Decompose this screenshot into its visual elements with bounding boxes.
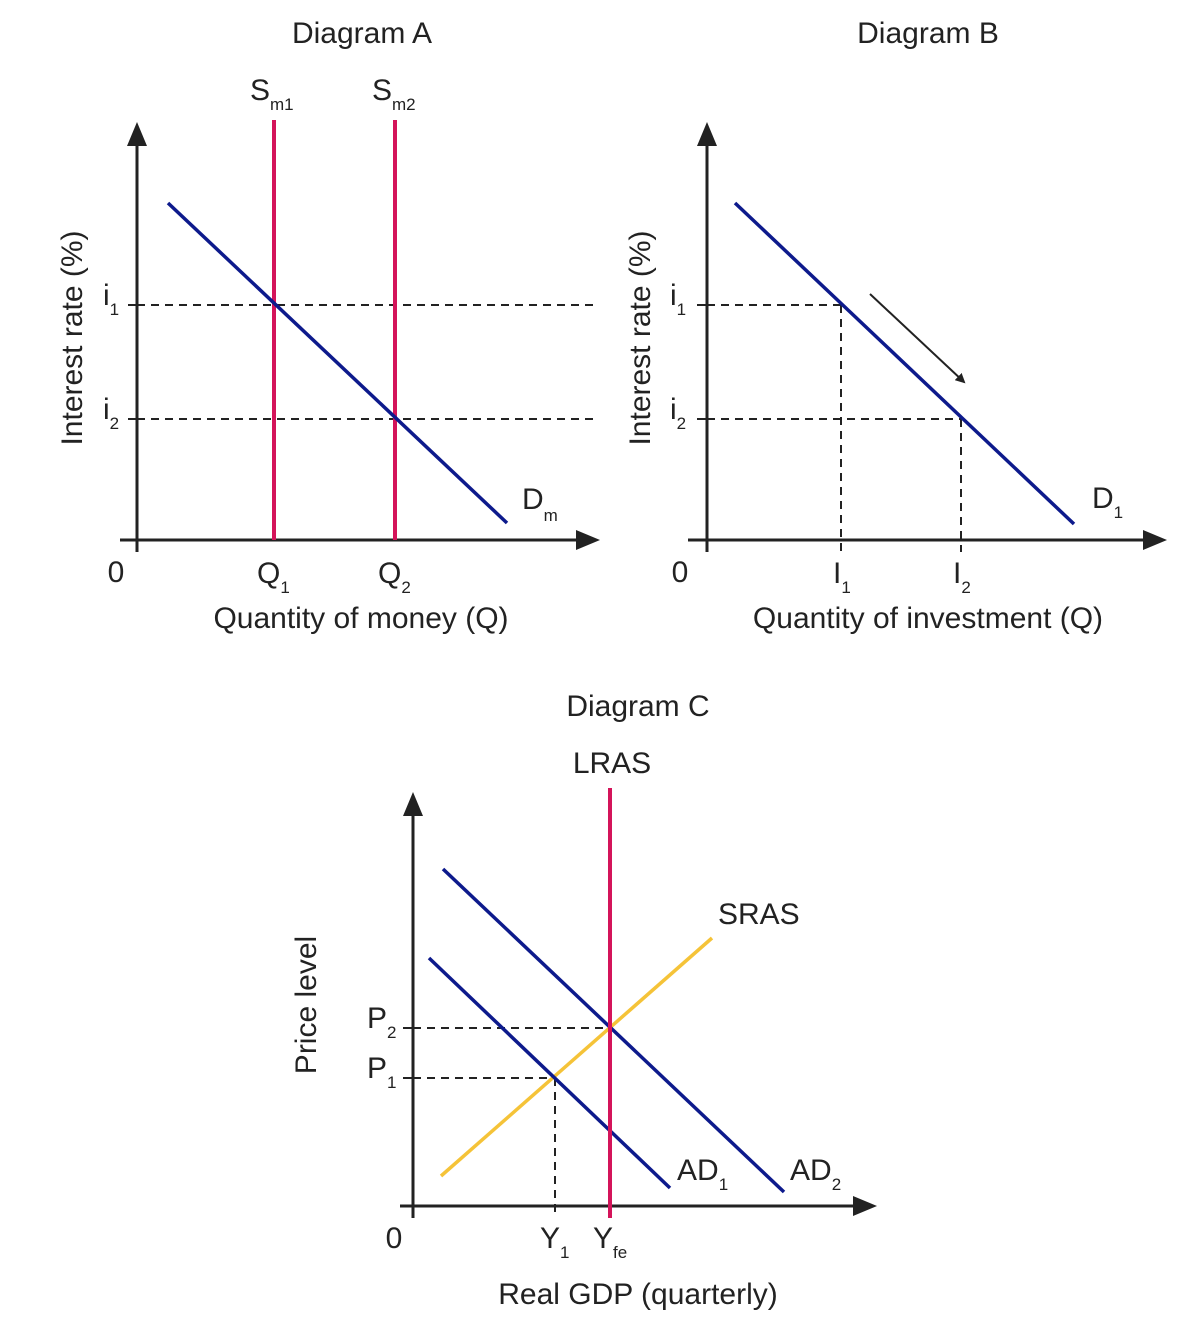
diagram-c-title: Diagram C — [566, 690, 709, 723]
ad1-label: AD1 — [677, 1154, 728, 1194]
ad2-curve — [441, 867, 786, 1194]
lras-label: LRAS — [573, 747, 651, 780]
diagram-c-p2-label: P2 — [367, 1002, 396, 1042]
ad1-curve — [427, 956, 672, 1190]
d1-curve — [733, 201, 1076, 526]
diagram-c-y-axis-label: Price level — [290, 936, 323, 1074]
movement-arrow — [869, 293, 966, 384]
ad2-label: AD2 — [790, 1154, 841, 1194]
diagram-b-title: Diagram B — [857, 17, 999, 50]
diagram-a: Diagram A Interest rate (%) Quantity of … — [56, 17, 600, 635]
diagram-b-i1-label: i1 — [670, 279, 686, 319]
diagram-b-y-arrowhead — [697, 122, 717, 146]
sras-curve — [439, 936, 714, 1178]
diagram-b-i2-label: i2 — [670, 393, 686, 433]
diagram-b-I2-label: I2 — [953, 557, 971, 597]
diagram-a-q1-label: Q1 — [257, 557, 290, 597]
diagram-b-x-arrowhead — [1143, 530, 1167, 550]
diagram-c-y1-label: Y1 — [540, 1222, 569, 1262]
diagram-b-origin: 0 — [672, 556, 689, 589]
diagram-b-y-axis-label: Interest rate (%) — [624, 230, 657, 445]
d1-label: D1 — [1092, 482, 1123, 522]
diagram-c-p1-label: P1 — [367, 1052, 396, 1092]
diagram-a-x-axis-label: Quantity of money (Q) — [213, 602, 508, 635]
diagram-b: Diagram B Interest rate (%) Quantity of … — [624, 17, 1167, 635]
diagram-c-x-axis-label: Real GDP (quarterly) — [498, 1278, 778, 1311]
diagram-a-title: Diagram A — [292, 17, 432, 50]
sras-label: SRAS — [718, 898, 800, 931]
sm1-label: Sm1 — [250, 74, 294, 114]
dm-curve — [166, 201, 509, 525]
diagram-b-I1-label: I1 — [833, 557, 851, 597]
diagram-a-x-arrowhead — [576, 530, 600, 550]
dm-label: Dm — [522, 483, 558, 525]
diagram-c-yfe-label: Yfe — [593, 1222, 627, 1262]
diagram-b-x-axis-label: Quantity of investment (Q) — [753, 602, 1103, 635]
diagram-a-y-arrowhead — [127, 122, 147, 146]
diagram-a-origin: 0 — [108, 556, 125, 589]
diagram-c: Diagram C LRAS Price level Real GDP (qua… — [290, 690, 877, 1311]
sm2-label: Sm2 — [372, 74, 416, 114]
diagram-c-y-arrowhead — [403, 792, 423, 816]
diagram-a-y-axis-label: Interest rate (%) — [56, 230, 89, 445]
diagram-a-i2-label: i2 — [103, 393, 119, 433]
diagram-a-q2-label: Q2 — [378, 557, 411, 597]
diagram-c-origin: 0 — [386, 1222, 403, 1255]
diagram-c-x-arrowhead — [853, 1196, 877, 1216]
diagram-a-i1-label: i1 — [103, 279, 119, 319]
